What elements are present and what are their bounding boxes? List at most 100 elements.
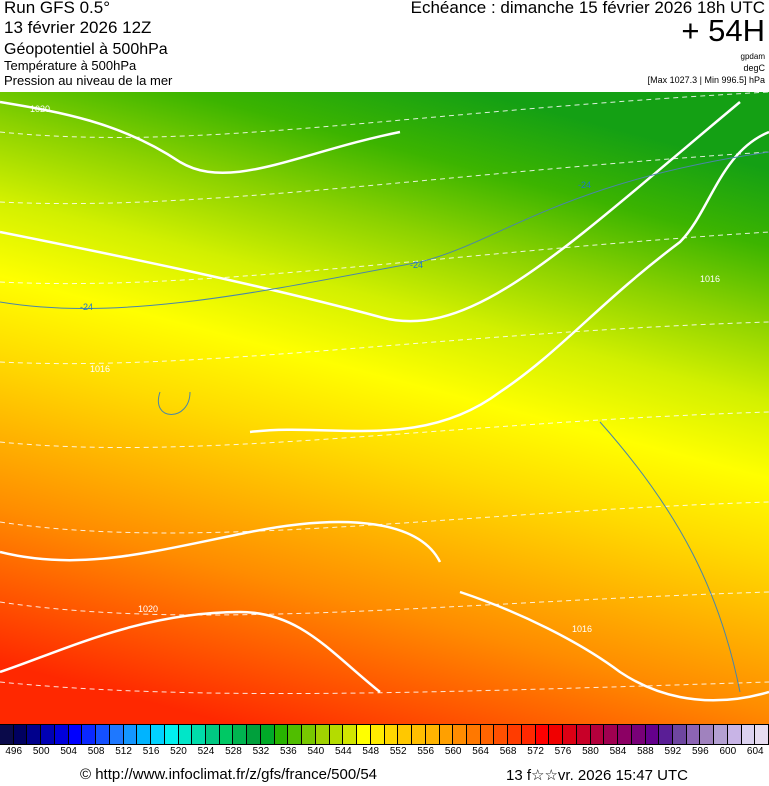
scale-cell <box>727 725 742 744</box>
scale-cell <box>288 725 303 744</box>
scale-cell <box>618 725 632 744</box>
scale-cell <box>741 725 756 744</box>
scale-cell <box>384 725 399 744</box>
scale-cell <box>645 725 660 744</box>
scale-cell <box>13 725 28 744</box>
generated-time: 13 f☆☆vr. 2026 15:47 UTC <box>506 767 688 784</box>
isobar-label: 1016 <box>572 624 592 634</box>
forecast-map[interactable]: 1020 1016 1016 1020 1016 -24 -24 -24 <box>0 92 769 724</box>
scale-cell <box>563 725 577 744</box>
scale-label: 512 <box>115 746 132 757</box>
scale-label: 532 <box>252 746 270 757</box>
scale-cell <box>123 725 138 744</box>
echeance: Echéance : dimanche 15 février 2026 18h … <box>410 0 765 17</box>
scale-cell <box>27 725 42 744</box>
scale-cell <box>425 725 440 744</box>
temp-label: -24 <box>410 260 423 270</box>
scale-cell <box>659 725 673 744</box>
scale-label: 556 <box>417 746 435 757</box>
scale-label: 560 <box>444 746 462 757</box>
scale-cell <box>206 725 220 744</box>
scale-label: 600 <box>719 746 737 757</box>
scale-cell <box>686 725 701 744</box>
scale-cell <box>178 725 193 744</box>
scale-label: 516 <box>142 746 160 757</box>
scale-label: 604 <box>746 746 764 757</box>
scale-label: 500 <box>32 746 50 757</box>
scale-label: 508 <box>87 746 105 757</box>
scale-cell <box>412 725 426 744</box>
color-scale <box>0 724 769 745</box>
scale-cell <box>164 725 179 744</box>
scale-cell <box>549 725 564 744</box>
scale-cell <box>700 725 715 744</box>
color-scale-labels: 496 500 504 508 512 516 520 524 528 532 536 540 544 5… <box>0 746 769 760</box>
field-temperature: Température à 500hPa <box>4 58 137 73</box>
scale-cell <box>672 725 687 744</box>
temp-label: -24 <box>80 302 93 312</box>
scale-cell <box>466 725 481 744</box>
scale-cell <box>590 725 605 744</box>
scale-cell <box>535 725 550 744</box>
scale-label: 592 <box>664 746 682 757</box>
scale-label: 524 <box>197 746 215 757</box>
scale-cell <box>192 725 207 744</box>
scale-cell <box>453 725 467 744</box>
scale-label: 540 <box>307 746 325 757</box>
scale-cell <box>508 725 522 744</box>
scale-cell <box>260 725 275 744</box>
scale-label: 504 <box>60 746 77 757</box>
scale-cell <box>357 725 371 744</box>
isobar-label: 1016 <box>700 274 720 284</box>
scale-label: 528 <box>225 746 242 757</box>
unit-degc: degC <box>743 63 765 73</box>
scale-cell <box>54 725 69 744</box>
pressure-minmax: [Max 1027.3 | Min 996.5] hPa <box>647 75 765 85</box>
scale-label: 588 <box>637 746 654 757</box>
isobar-label: 1020 <box>138 604 158 614</box>
scale-label: 564 <box>472 746 489 757</box>
field-geopotential: Géopotentiel à 500hPa <box>4 41 168 58</box>
scale-cell <box>302 725 316 744</box>
scale-label: 568 <box>499 746 517 757</box>
scale-cell <box>219 725 234 744</box>
scale-cell <box>96 725 110 744</box>
scale-cell <box>370 725 385 744</box>
source-url[interactable]: © http://www.infoclimat.fr/z/gfs/france/… <box>80 766 378 783</box>
scale-label: 536 <box>280 746 297 757</box>
scale-cell <box>274 725 289 744</box>
scale-cell <box>68 725 83 744</box>
run-title: Run GFS 0.5° <box>4 0 111 17</box>
scale-label: 584 <box>609 746 627 757</box>
scale-cell <box>398 725 413 744</box>
scale-cell <box>82 725 97 744</box>
scale-cell <box>439 725 454 744</box>
scale-cell <box>0 725 14 744</box>
temp-24-contours <box>0 151 769 693</box>
scale-cell <box>247 725 261 744</box>
temp-label: -24 <box>578 180 591 190</box>
temperature-contours <box>0 92 769 695</box>
scale-cell <box>137 725 152 744</box>
scale-label: 544 <box>334 746 352 757</box>
scale-cell <box>604 725 619 744</box>
geopotential-field <box>0 92 769 724</box>
scale-cell <box>494 725 509 744</box>
scale-label: 548 <box>362 746 380 757</box>
scale-label: 552 <box>389 746 407 757</box>
isobar-label: 1020 <box>30 104 50 114</box>
scale-label: 596 <box>691 746 709 757</box>
scale-label: 576 <box>554 746 572 757</box>
scale-cell <box>576 725 591 744</box>
scale-label: 520 <box>170 746 187 757</box>
scale-label: 572 <box>527 746 544 757</box>
scale-label: 580 <box>582 746 599 757</box>
scale-cell <box>233 725 248 744</box>
scale-cell <box>151 725 165 744</box>
scale-cell <box>755 725 769 744</box>
field-pressure: Pression au niveau de la mer <box>4 73 173 88</box>
scale-cell <box>631 725 646 744</box>
scale-cell <box>343 725 358 744</box>
isobar-label: 1016 <box>90 364 110 374</box>
